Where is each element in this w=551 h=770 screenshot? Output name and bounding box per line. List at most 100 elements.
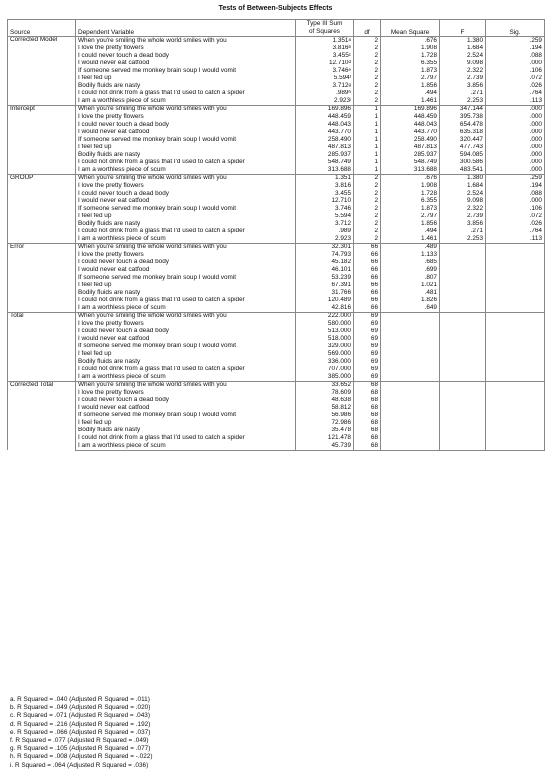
mean-square-cell: 443.770 xyxy=(380,128,440,137)
sig-cell: .106 xyxy=(485,205,545,213)
header-ss-line2: of Squares xyxy=(309,28,340,35)
table-row: I feel fed up 569.000 69 xyxy=(8,350,545,358)
sum-of-squares-value: 5.594 xyxy=(335,212,351,220)
table-row: I could not drink from a glass that I'd … xyxy=(8,227,545,236)
footnote-marker: a xyxy=(348,36,351,42)
sum-of-squares-value: 121.478 xyxy=(327,434,351,441)
sig-cell: .764 xyxy=(485,227,545,236)
table-row: I love the pretty flowers 74.793 66 1.133 xyxy=(8,251,545,259)
source-cell: Error xyxy=(7,242,76,313)
f-cell: 1.380 xyxy=(439,173,486,183)
sum-of-squares-cell: 2.923 xyxy=(295,235,354,244)
sum-of-squares-value: 33.652 xyxy=(331,381,351,389)
sum-of-squares-value: 443.770 xyxy=(327,128,351,136)
sig-cell: .259 xyxy=(485,173,545,183)
table-row: I am a worthless piece of scum 42.816 66.6… xyxy=(8,304,545,313)
dependent-variable-cell: When you're smiling the whole world smil… xyxy=(75,242,296,252)
table-row: If someone served me monkey brain soup I… xyxy=(8,411,545,420)
sum-of-squares-cell: 3.455 xyxy=(295,189,354,198)
f-cell xyxy=(439,258,486,267)
sum-of-squares-value: 74.793 xyxy=(331,251,351,258)
sum-of-squares-cell: 33.652 xyxy=(295,380,354,390)
df-cell: 69 xyxy=(353,350,381,358)
sig-cell xyxy=(485,396,545,405)
table-row: I love the pretty flowers 3.816b 2 1.908 1.6… xyxy=(8,44,545,53)
table-row: I am a worthless piece of scum 2.923 2 1.46… xyxy=(8,235,545,244)
table-row: I feel fed up 487.813 1 487.813 477.743.000 xyxy=(8,143,545,152)
dependent-variable-cell: I am a worthless piece of scum xyxy=(75,304,296,313)
dependent-variable-cell: I could never touch a dead body xyxy=(75,258,296,267)
df-cell: 2 xyxy=(353,52,381,60)
sum-of-squares-cell: 580.000 xyxy=(295,320,354,328)
f-cell xyxy=(439,273,486,282)
dependent-variable-cell: I would never eat catfood xyxy=(75,59,296,68)
mean-square-cell: 448.459 xyxy=(380,113,440,122)
table-row: Intercept When you're smiling the whole w… xyxy=(7,104,545,175)
dependent-variable-cell: I feel fed up xyxy=(75,350,296,358)
f-cell: 477.743 xyxy=(439,143,486,152)
f-cell: 2.524 xyxy=(439,189,486,198)
f-cell xyxy=(439,266,486,274)
sum-of-squares-value: 285.937 xyxy=(327,151,351,158)
footnote-marker: b xyxy=(348,44,351,50)
f-cell: .271 xyxy=(439,89,486,98)
f-cell: 2.253 xyxy=(439,235,486,244)
table-row: I feel fed up 67.391 66 1.021 xyxy=(8,281,545,290)
df-cell: 1 xyxy=(353,143,381,152)
table-row: I feel fed up 72.986 68 xyxy=(8,419,545,427)
mean-square-cell xyxy=(380,335,440,343)
f-cell: 300.586 xyxy=(439,158,486,167)
table-row: I would never eat catfood 12.710d 2 6.355 9.… xyxy=(8,59,545,68)
f-cell xyxy=(439,411,486,420)
f-cell: 9.098 xyxy=(439,59,486,68)
sum-of-squares-cell: 5.594 xyxy=(295,212,354,221)
df-cell: 68 xyxy=(353,396,381,405)
sum-of-squares-value: 336.000 xyxy=(327,357,351,365)
footnote: g. R Squared = .105 (Adjusted R Squared … xyxy=(10,745,151,753)
table-row: I would never eat catfood 518.000 69 xyxy=(8,335,545,343)
sig-cell: .000 xyxy=(485,158,545,167)
mean-square-cell: .649 xyxy=(380,304,440,313)
table-row: Bodily fluids are nasty 336.000 69 xyxy=(8,357,545,366)
mean-square-cell xyxy=(380,389,440,397)
sum-of-squares-value: 5.594 xyxy=(333,74,350,82)
sum-of-squares-value: 45.182 xyxy=(331,258,351,266)
sig-cell: .072 xyxy=(485,74,545,83)
sum-of-squares-cell: 1.351a xyxy=(295,35,354,45)
f-cell: 1.684 xyxy=(439,182,486,190)
df-cell: 2 xyxy=(353,82,381,90)
table-row: I am a worthless piece of scum 2.923i 2 1.4… xyxy=(8,97,545,106)
sum-of-squares-value: 78.609 xyxy=(331,389,351,396)
sum-of-squares-cell: 329.000 xyxy=(295,342,354,351)
dependent-variable-cell: When you're smiling the whole world smil… xyxy=(75,311,296,321)
header-sig: Sig. xyxy=(485,19,545,37)
dependent-variable-cell: Bodily fluids are nasty xyxy=(75,151,296,159)
mean-square-cell: 313.688 xyxy=(380,166,440,175)
dependent-variable-cell: If someone served me monkey brain soup I… xyxy=(75,273,296,282)
sum-of-squares-value: 3.746 xyxy=(335,205,351,212)
sum-of-squares-value: 3.712 xyxy=(335,220,351,227)
sum-of-squares-value: 3.746 xyxy=(332,67,349,74)
footnote-marker: g xyxy=(348,82,351,87)
sum-of-squares-cell: 12.710 xyxy=(295,197,354,206)
mean-square-cell: 1.021 xyxy=(380,281,440,290)
df-cell: 66 xyxy=(353,304,381,313)
mean-square-cell: 2.797 xyxy=(380,74,440,83)
table-row: I would never eat catfood 443.770 1 443.770… xyxy=(8,128,545,137)
mean-square-cell: 169.896 xyxy=(380,104,440,114)
sum-of-squares-value: 448.459 xyxy=(327,113,351,121)
f-cell xyxy=(439,342,486,351)
df-cell: 2 xyxy=(353,220,381,228)
f-cell: 395.738 xyxy=(439,113,486,122)
sig-cell: .000 xyxy=(485,197,545,206)
sum-of-squares-cell: 569.000 xyxy=(295,350,354,358)
footnote-marker: i xyxy=(350,97,351,102)
sig-cell xyxy=(485,327,545,336)
table-row: I could never touch a dead body 3.455 2 1.7… xyxy=(8,189,545,198)
table-row: I would never eat catfood 58.812 68 xyxy=(8,404,545,412)
sig-cell: .113 xyxy=(485,97,545,106)
mean-square-cell: 1.728 xyxy=(380,189,440,198)
dependent-variable-cell: I am a worthless piece of scum xyxy=(75,166,296,175)
df-cell: 1 xyxy=(353,128,381,137)
table-row: I could not drink from a glass that I'd … xyxy=(8,365,545,374)
